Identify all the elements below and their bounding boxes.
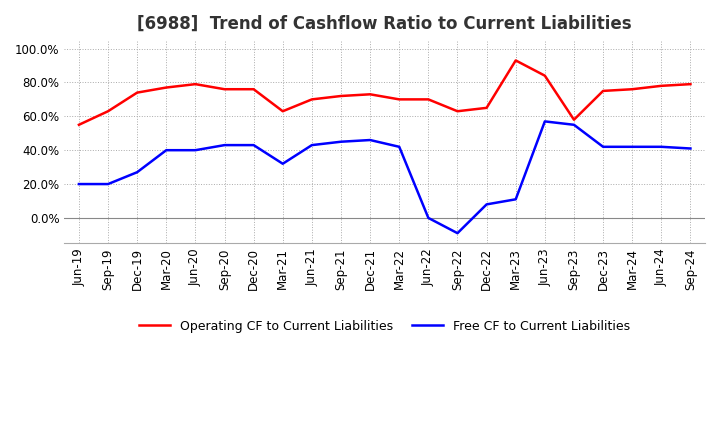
Operating CF to Current Liabilities [453, 109, 462, 114]
Free CF to Current Liabilities [337, 139, 346, 144]
Line: Operating CF to Current Liabilities: Operating CF to Current Liabilities [79, 60, 690, 125]
Title: [6988]  Trend of Cashflow Ratio to Current Liabilities: [6988] Trend of Cashflow Ratio to Curren… [138, 15, 632, 33]
Operating CF to Current Liabilities [162, 85, 171, 90]
Free CF to Current Liabilities [133, 169, 142, 175]
Free CF to Current Liabilities [104, 181, 112, 187]
Operating CF to Current Liabilities [337, 93, 346, 99]
Operating CF to Current Liabilities [599, 88, 608, 94]
Free CF to Current Liabilities [570, 122, 578, 128]
Operating CF to Current Liabilities [75, 122, 84, 128]
Operating CF to Current Liabilities [307, 97, 316, 102]
Free CF to Current Liabilities [249, 143, 258, 148]
Free CF to Current Liabilities [541, 119, 549, 124]
Free CF to Current Liabilities [599, 144, 608, 150]
Legend: Operating CF to Current Liabilities, Free CF to Current Liabilities: Operating CF to Current Liabilities, Fre… [134, 315, 636, 337]
Operating CF to Current Liabilities [279, 109, 287, 114]
Free CF to Current Liabilities [75, 181, 84, 187]
Free CF to Current Liabilities [453, 231, 462, 236]
Operating CF to Current Liabilities [133, 90, 142, 95]
Free CF to Current Liabilities [424, 215, 433, 220]
Free CF to Current Liabilities [482, 202, 491, 207]
Free CF to Current Liabilities [686, 146, 695, 151]
Free CF to Current Liabilities [511, 197, 520, 202]
Operating CF to Current Liabilities [191, 81, 199, 87]
Free CF to Current Liabilities [307, 143, 316, 148]
Operating CF to Current Liabilities [424, 97, 433, 102]
Free CF to Current Liabilities [395, 144, 404, 150]
Free CF to Current Liabilities [366, 137, 374, 143]
Operating CF to Current Liabilities [249, 87, 258, 92]
Operating CF to Current Liabilities [220, 87, 229, 92]
Operating CF to Current Liabilities [104, 109, 112, 114]
Operating CF to Current Liabilities [366, 92, 374, 97]
Free CF to Current Liabilities [657, 144, 666, 150]
Free CF to Current Liabilities [628, 144, 636, 150]
Operating CF to Current Liabilities [541, 73, 549, 78]
Free CF to Current Liabilities [191, 147, 199, 153]
Operating CF to Current Liabilities [657, 83, 666, 88]
Operating CF to Current Liabilities [570, 117, 578, 122]
Free CF to Current Liabilities [220, 143, 229, 148]
Operating CF to Current Liabilities [482, 105, 491, 110]
Line: Free CF to Current Liabilities: Free CF to Current Liabilities [79, 121, 690, 233]
Operating CF to Current Liabilities [395, 97, 404, 102]
Operating CF to Current Liabilities [686, 81, 695, 87]
Free CF to Current Liabilities [162, 147, 171, 153]
Operating CF to Current Liabilities [628, 87, 636, 92]
Operating CF to Current Liabilities [511, 58, 520, 63]
Free CF to Current Liabilities [279, 161, 287, 166]
